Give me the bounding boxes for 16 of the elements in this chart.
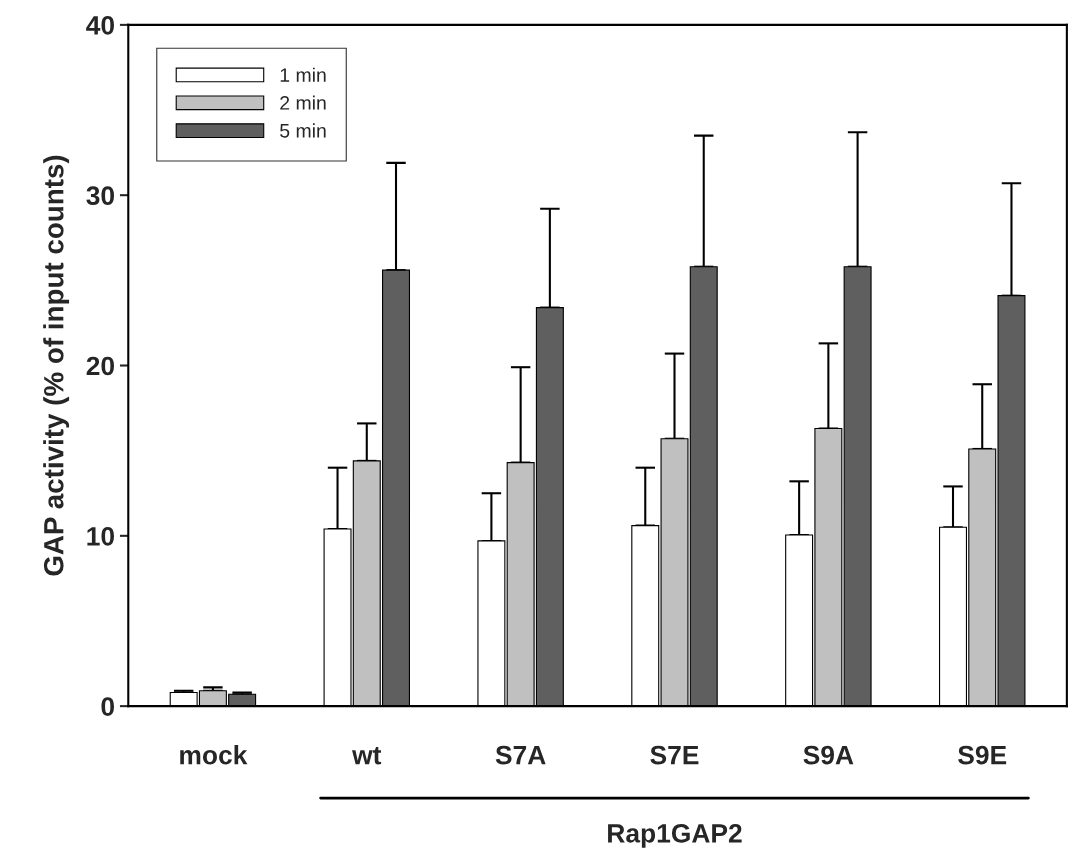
- y-axis-title: GAP activity (% of input counts): [43, 155, 70, 576]
- x-tick-label: S9E: [958, 745, 1007, 765]
- text: Rap1GAP2: [608, 823, 742, 848]
- x-tick-label: mock: [180, 745, 248, 765]
- y-tick-label: 10: [87, 526, 115, 546]
- x-tick-label: S9A: [803, 745, 854, 765]
- legend-label: 5 min: [280, 123, 326, 138]
- y-tick-label: 20: [86, 356, 115, 376]
- y-tick-label: 0: [101, 697, 115, 716]
- x-tick-label: S7E: [650, 745, 699, 765]
- x-tick-label: S7A: [495, 745, 546, 765]
- legend-label: 2 min: [280, 95, 326, 110]
- legend-label: 1 min: [280, 67, 326, 82]
- y-tick-label: 30: [86, 186, 115, 206]
- x-tick-label: wt: [352, 746, 382, 765]
- y-tick-label: 40: [86, 16, 115, 35]
